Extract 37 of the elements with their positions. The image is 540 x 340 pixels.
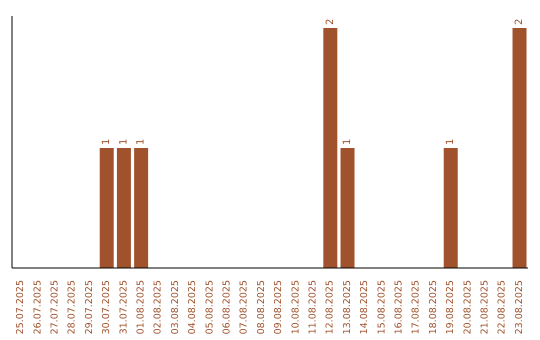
x-tick-label: 29.07.2025 [84, 280, 95, 334]
data-label: 2 [514, 18, 526, 25]
x-tick-label: 27.07.2025 [50, 280, 60, 334]
data-label: 1 [136, 138, 147, 145]
x-tick-label: 07.08.2025 [238, 280, 250, 334]
x-tick-label: 17.08.2025 [410, 280, 422, 334]
x-tick-label: 15.08.2025 [376, 280, 388, 334]
x-tick-label: 22.08.2025 [496, 280, 508, 334]
x-tick-label: 25.07.2025 [15, 280, 26, 334]
x-tick-label: 13.08.2025 [342, 280, 353, 334]
x-tick-label: 20.08.2025 [462, 280, 474, 334]
x-tick-label: 02.08.2025 [152, 280, 164, 334]
data-label: 2 [324, 18, 336, 25]
data-label: 1 [445, 138, 456, 145]
x-tick-label: 03.08.2025 [170, 280, 181, 334]
data-label: 1 [118, 138, 130, 145]
x-tick-label: 10.08.2025 [290, 280, 302, 334]
x-tick-label: 16.08.2025 [394, 280, 404, 334]
data-label: 1 [342, 138, 354, 145]
x-tick-label: 08.08.2025 [256, 280, 267, 334]
x-tick-label: 28.07.2025 [66, 280, 78, 334]
x-tick-label: 06.08.2025 [222, 280, 232, 334]
x-tick-label: 21.08.2025 [480, 280, 490, 334]
x-tick-label: 01.08.2025 [136, 280, 146, 334]
x-tick-label: 11.08.2025 [308, 280, 318, 334]
x-tick-label: 30.07.2025 [101, 280, 112, 334]
x-tick-label: 31.07.2025 [118, 280, 130, 334]
x-tick-label: 18.08.2025 [428, 280, 439, 334]
data-label: 1 [101, 138, 112, 145]
x-tick-label: 23.08.2025 [514, 280, 525, 334]
x-tick-label: 14.08.2025 [359, 280, 370, 334]
x-tick-label: 19.08.2025 [445, 280, 456, 334]
x-tick-label: 26.07.2025 [32, 280, 44, 334]
x-tick-label: 09.08.2025 [273, 280, 284, 334]
x-tick-label: 04.08.2025 [187, 280, 198, 334]
x-tick-label: 12.08.2025 [324, 280, 336, 334]
x-tick-label: 05.08.2025 [204, 280, 216, 334]
